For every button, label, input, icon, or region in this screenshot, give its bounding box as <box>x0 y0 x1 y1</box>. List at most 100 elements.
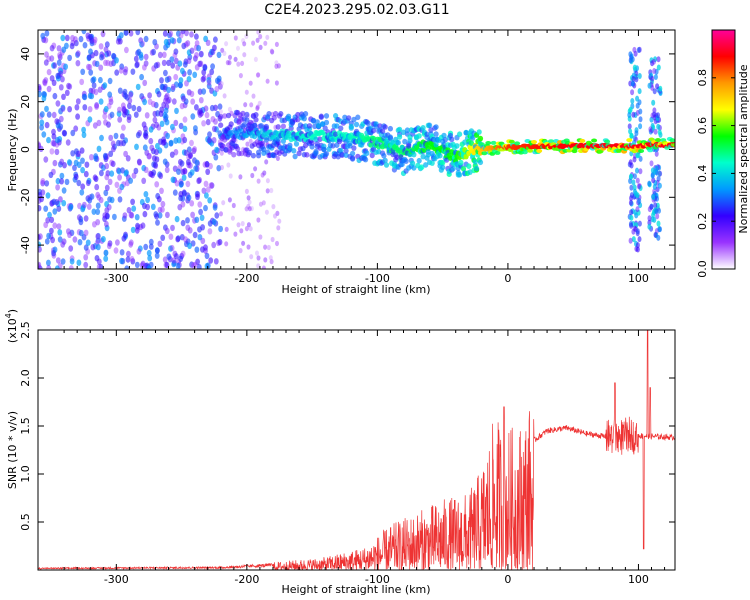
spectrogram-cell <box>635 95 640 102</box>
spectrogram-cell <box>411 165 417 171</box>
spectrogram-cell <box>656 123 661 130</box>
spectrogram-cell <box>190 98 196 105</box>
spectrogram-cell <box>323 113 330 119</box>
spectrogram-cell <box>90 244 96 251</box>
spectrogram-cell <box>143 125 148 132</box>
spectrogram-cell <box>218 83 223 90</box>
spectrogram-cell <box>629 214 634 221</box>
spectrogram-cell <box>44 121 50 129</box>
spectrogram-cell <box>82 104 88 111</box>
spectrogram-cell <box>201 88 207 95</box>
spectrogram-cell <box>638 149 645 153</box>
spectrogram-cell <box>635 246 640 253</box>
spectrogram-cell <box>334 123 340 129</box>
spectrogram-cell <box>238 174 243 180</box>
spectrogram-cell <box>130 258 136 265</box>
spectrogram-cell <box>108 60 114 67</box>
spectrogram-cell <box>310 117 316 124</box>
spectrogram-cell <box>274 80 279 86</box>
spectrogram-cell <box>236 61 241 67</box>
spectrogram-cell <box>180 30 186 35</box>
spectrogram-cell <box>637 236 642 243</box>
spectrogram-cell <box>633 190 638 197</box>
spectrogram-cell <box>72 236 78 243</box>
spectrogram-cell <box>168 139 174 147</box>
spectrogram-cell <box>206 82 212 90</box>
spectrogram-cell <box>154 252 160 259</box>
spectrogram-cell <box>433 124 439 130</box>
spectrogram-cell <box>224 241 229 247</box>
spectrogram-cell <box>203 204 208 212</box>
spectrogram-cell <box>256 178 261 184</box>
spectrogram-cell <box>161 51 167 58</box>
spectrogram-cell <box>652 216 657 223</box>
spectrogram-cell <box>494 150 501 155</box>
spectrogram-cell <box>200 237 206 245</box>
spectrogram-cell <box>189 90 195 98</box>
spectrogram-cell <box>207 136 213 144</box>
spectrogram-cell <box>78 35 84 43</box>
spectrogram-cell <box>381 153 387 159</box>
spectrogram-cell <box>117 187 122 194</box>
spectrogram-cell <box>82 93 88 101</box>
spectrogram-cell <box>650 75 655 82</box>
spectrogram-cell <box>207 131 212 138</box>
spectrogram-cell <box>129 255 135 263</box>
spectrogram-cell <box>128 177 134 184</box>
spectrogram-cell <box>192 231 198 239</box>
spectrogram-cell <box>653 74 658 80</box>
spectrogram-cell <box>103 255 109 262</box>
spectrogram-cell <box>404 127 410 133</box>
spectrogram-cell <box>110 140 116 147</box>
spectrogram-cell <box>86 203 92 210</box>
spectrogram-cell <box>181 174 187 181</box>
spectrogram-cell <box>137 245 143 252</box>
spectrogram-cell <box>303 111 309 117</box>
spectrogram-cell <box>46 136 51 144</box>
spectrogram-cell <box>125 256 131 263</box>
spectrogram-cell <box>323 151 330 157</box>
spectrogram-cell <box>158 110 164 117</box>
spectrogram-cell <box>669 138 675 143</box>
spectrogram-cell <box>182 136 188 144</box>
spectrogram-cell <box>76 259 82 266</box>
spectrogram-cell <box>39 195 44 203</box>
spectrogram-cell <box>628 237 633 244</box>
spectrogram-cell <box>87 106 93 113</box>
spectrogram-cell <box>142 210 148 218</box>
spectrogram-cell <box>55 136 60 144</box>
spectrogram-cell <box>166 96 172 104</box>
spectrogram-cell <box>44 105 49 113</box>
spectrogram-cell <box>117 196 123 203</box>
spectrogram-cell <box>173 149 179 156</box>
spectrogram-cell <box>653 202 658 209</box>
spectrogram-cell <box>210 116 216 123</box>
spectrogram-cell <box>154 121 160 129</box>
spectrogram-cell <box>98 43 104 50</box>
spectrogram-cell <box>61 129 67 137</box>
spectrogram-cell <box>647 82 652 89</box>
spectrogram-cell <box>87 63 93 71</box>
spectrogram-cell <box>253 112 259 118</box>
colorbar-tick-label: 0.0 <box>696 260 709 278</box>
spectrogram-cell <box>256 149 262 156</box>
spectrogram-cell <box>467 169 473 175</box>
spectrogram-cell <box>168 30 174 37</box>
spectrogram-cell <box>143 166 149 173</box>
spectrogram-cell <box>178 81 184 89</box>
spectrogram-cell <box>106 121 111 128</box>
spectrogram-cell <box>178 255 184 262</box>
spectrogram-cell <box>126 116 132 124</box>
spectrogram-cell <box>248 80 253 86</box>
spectrogram-cell <box>241 38 246 44</box>
spectrogram-cell <box>433 131 439 137</box>
spectrogram-cell <box>86 54 92 61</box>
spectrogram-cell <box>268 255 273 261</box>
spectrogram-cell <box>400 129 407 136</box>
spectrogram-cell <box>69 229 75 236</box>
spectrogram-cell <box>153 101 159 109</box>
spectrogram-cell <box>218 122 224 128</box>
spectrogram-cell <box>458 159 464 166</box>
spectrogram-cell <box>46 68 52 76</box>
